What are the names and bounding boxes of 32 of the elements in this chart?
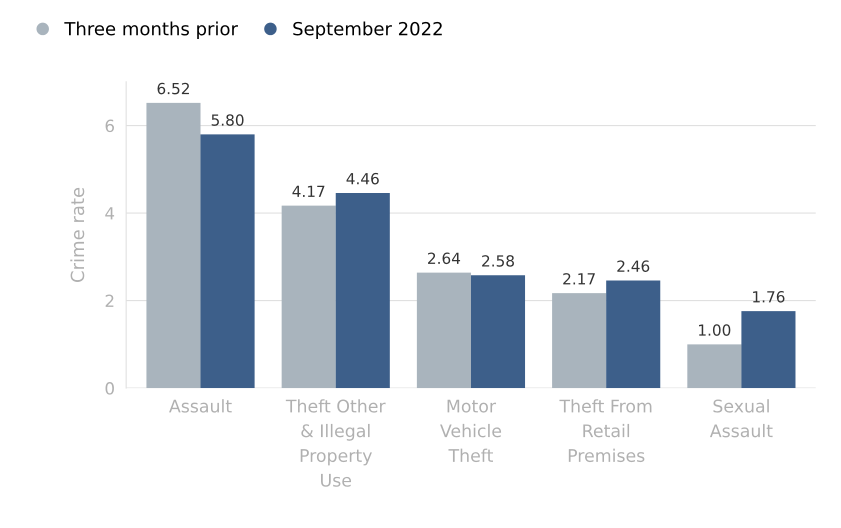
x-tick-label: Theft Other & Illegal Property Use <box>286 399 386 487</box>
bar <box>336 192 390 388</box>
x-tick-label: Motor Vehicle Theft <box>440 400 502 462</box>
data-label: 4.46 <box>346 172 379 184</box>
data-label: 4.17 <box>292 186 324 197</box>
x-tick-label: Theft From Retail Premises <box>559 399 652 462</box>
y-tick-label: 0 <box>106 382 114 395</box>
data-label: 2.17 <box>563 273 595 284</box>
data-label: 6.52 <box>158 82 189 94</box>
data-label: 2.58 <box>482 255 514 267</box>
bar <box>687 344 742 388</box>
data-label: 1.00 <box>699 324 730 336</box>
bar <box>416 272 471 388</box>
bar <box>606 280 660 388</box>
y-tick-label: 2 <box>106 294 114 307</box>
bar <box>741 311 796 388</box>
y-axis-title: Crime rate <box>70 188 84 282</box>
data-label: 1.76 <box>753 291 784 303</box>
y-tick-label: 6 <box>106 120 114 132</box>
bar <box>200 134 255 388</box>
x-tick-label: Sexual Assault <box>710 399 773 438</box>
bar <box>146 102 201 388</box>
y-tick-label: 4 <box>105 207 114 220</box>
x-tick-label: Assault <box>169 399 232 413</box>
data-label: 2.64 <box>428 252 460 264</box>
legend-label: September 2022 <box>293 22 442 40</box>
bar <box>282 206 336 388</box>
legend-label: Three months prior <box>64 22 238 40</box>
data-label: 2.46 <box>617 260 650 272</box>
bar <box>470 275 526 388</box>
data-label: 5.80 <box>212 114 244 126</box>
bar <box>552 293 606 388</box>
